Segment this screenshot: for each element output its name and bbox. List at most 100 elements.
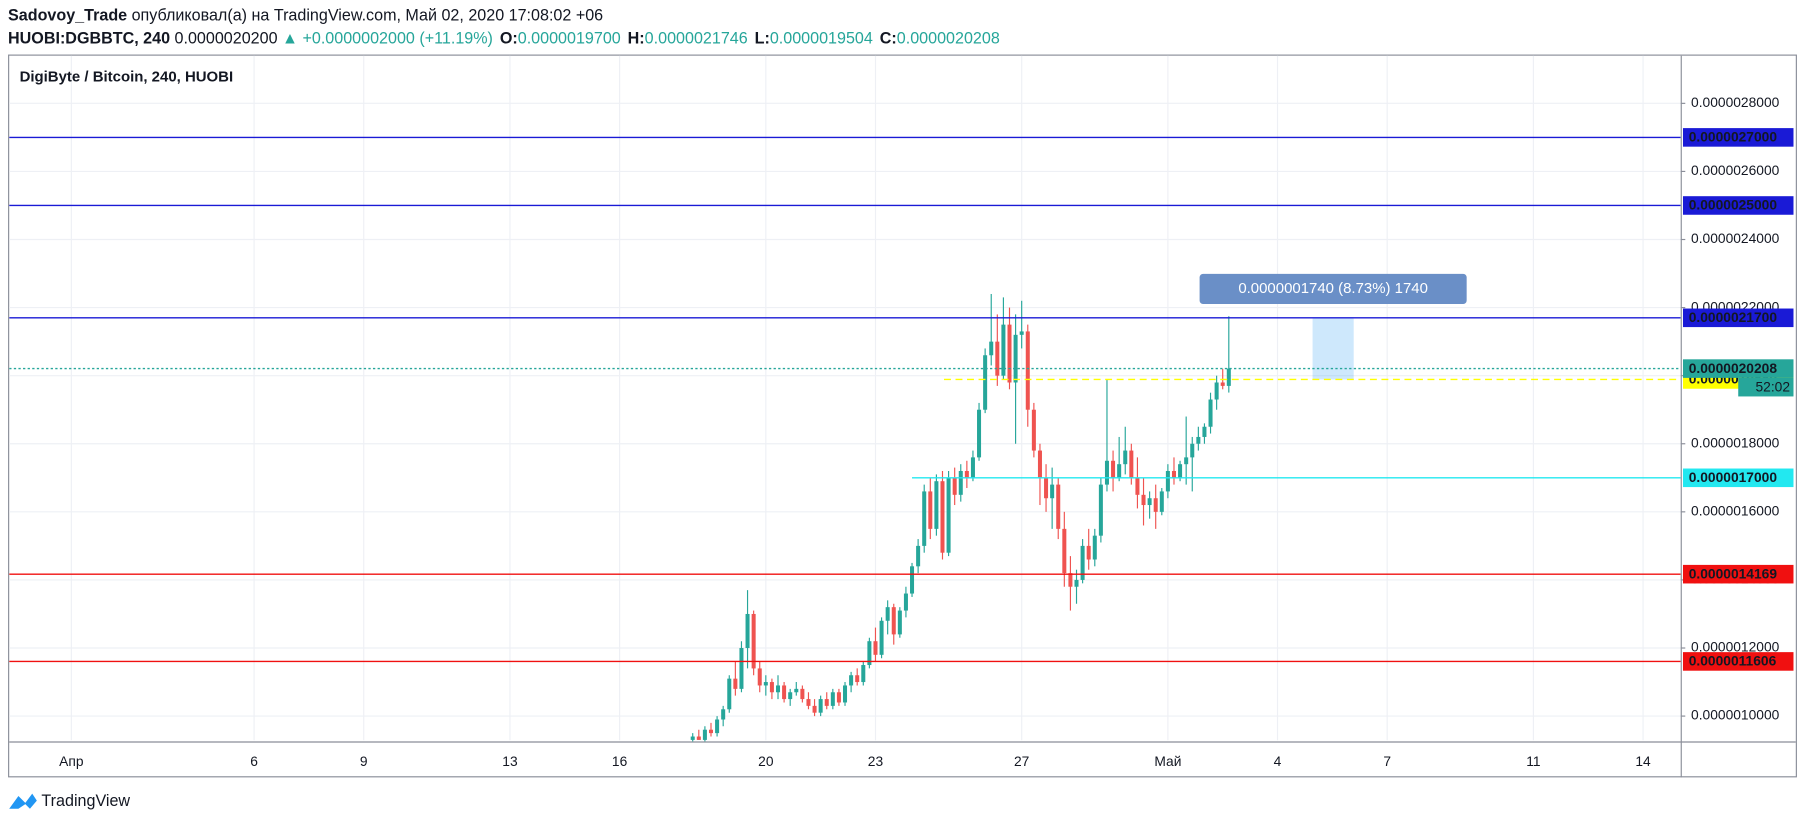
- y-tick-label: 0.0000010000: [1691, 707, 1780, 723]
- footer-brand: TradingView: [41, 792, 130, 810]
- level-label: 0.0000025000: [1689, 197, 1778, 213]
- candle-body: [733, 678, 738, 689]
- candle-body: [1092, 535, 1097, 560]
- candle-body: [1123, 450, 1128, 465]
- candle-body: [1190, 443, 1195, 458]
- candle-body: [745, 613, 750, 649]
- level-label-bg: [1682, 564, 1794, 584]
- candle-body: [891, 607, 896, 635]
- x-tick-label: Май: [1154, 753, 1181, 769]
- candle-body: [769, 682, 774, 693]
- level-label: 0.0000021700: [1689, 309, 1778, 325]
- candle-body: [806, 699, 811, 706]
- ohlc-value: 0.0000019504: [770, 30, 873, 48]
- level-label: 0.0000027000: [1689, 129, 1778, 145]
- countdown-bg: [1738, 377, 1794, 397]
- candle-body: [812, 705, 817, 713]
- x-tick-label: 6: [250, 753, 258, 769]
- candle-body: [989, 341, 994, 356]
- x-tick-label: 9: [360, 753, 368, 769]
- candle-body: [757, 668, 762, 686]
- x-tick-label: 11: [1526, 753, 1541, 769]
- y-tick-label: 0.0000018000: [1691, 434, 1780, 450]
- candle-body: [903, 593, 908, 611]
- measure-box: [1312, 317, 1354, 380]
- candle-body: [897, 610, 902, 635]
- candle-body: [751, 613, 756, 669]
- x-tick-label: 14: [1635, 753, 1651, 769]
- candle-body: [1196, 436, 1201, 444]
- candle-body: [782, 685, 787, 700]
- ohlc-value: 0.0000019700: [518, 30, 621, 48]
- candle-body: [1001, 324, 1006, 376]
- candle-body: [1135, 477, 1140, 495]
- candle-body: [690, 736, 695, 740]
- candle-body: [1080, 545, 1085, 580]
- y-tick-label: 0.0000024000: [1691, 230, 1780, 246]
- ohlc-key: L:: [755, 30, 770, 48]
- symbol: HUOBI:DGBBTC, 240: [8, 30, 170, 48]
- published: опубликовал(а) на TradingView.com, Май 0…: [132, 6, 604, 24]
- candle-body: [721, 709, 726, 720]
- candle-body: [916, 545, 921, 567]
- candle-body: [1165, 470, 1170, 492]
- candle-body: [788, 692, 793, 700]
- ohlc: O:0.0000019700 H:0.0000021746 L:0.00000195…: [500, 30, 1000, 48]
- ohlc-key: O:: [500, 30, 518, 48]
- candle-body: [1178, 464, 1183, 478]
- candle-body: [1098, 484, 1103, 536]
- x-tick-label: 7: [1383, 753, 1391, 769]
- candle-body: [995, 341, 1000, 376]
- candle-body: [1025, 331, 1030, 410]
- candle-body: [849, 675, 854, 686]
- candle-body: [910, 566, 915, 594]
- candle-body: [885, 607, 890, 621]
- candle-body: [830, 692, 835, 706]
- candle-body: [922, 491, 927, 546]
- grid: [9, 55, 1681, 741]
- candle-body: [1129, 450, 1134, 478]
- candle-body: [934, 481, 939, 529]
- ohlc-key: C:: [880, 30, 897, 48]
- candle-body: [800, 688, 805, 700]
- candle-body: [1117, 464, 1122, 478]
- x-tick-label: 20: [758, 753, 774, 769]
- level-label-bg: [1682, 196, 1794, 215]
- candle-body: [1208, 399, 1213, 427]
- level-label: 0.0000020208: [1689, 360, 1778, 376]
- ohlc-key: H:: [628, 30, 645, 48]
- tradingview-logo: TradingView: [9, 792, 130, 810]
- candle-body: [873, 641, 878, 655]
- x-tick-label: 16: [612, 753, 628, 769]
- candle-body: [1214, 382, 1219, 400]
- candle-body: [867, 641, 872, 666]
- x-tick-label: 4: [1274, 753, 1282, 769]
- level-label-bg: [1682, 652, 1794, 671]
- level-label: 0.0000017000: [1689, 469, 1778, 485]
- y-tick-label: 0.0000012000: [1691, 639, 1780, 655]
- author: Sadovoy_Trade: [8, 6, 127, 24]
- candle-body: [1159, 491, 1164, 512]
- candle-body: [1147, 498, 1152, 506]
- candle-body: [970, 457, 975, 478]
- publish-line: Sadovoy_Trade опубликовал(а) на TradingV…: [8, 6, 603, 24]
- candle-body: [952, 477, 957, 495]
- candle-body: [1202, 426, 1207, 437]
- candle-body: [794, 688, 799, 693]
- x-tick-label: 27: [1014, 753, 1030, 769]
- candle-body: [977, 409, 982, 458]
- candle-body: [1141, 494, 1146, 506]
- candle-body: [1086, 545, 1091, 560]
- candle-body: [1226, 368, 1231, 386]
- candle-body: [1031, 409, 1036, 451]
- candle-body: [708, 729, 714, 734]
- x-tick-label: 13: [502, 753, 518, 769]
- candle-body: [775, 685, 781, 693]
- candle-body: [946, 477, 951, 553]
- level-label: 0.0000011606: [1689, 653, 1777, 669]
- axes: Апр 6 9 13 16 20 23 27 Май 4 7 11 14 0.0000010000 0.00…: [59, 94, 1794, 769]
- level-label: 0.0000014169: [1689, 565, 1778, 581]
- candle-body: [818, 699, 823, 713]
- level-label-bg: [1682, 308, 1794, 328]
